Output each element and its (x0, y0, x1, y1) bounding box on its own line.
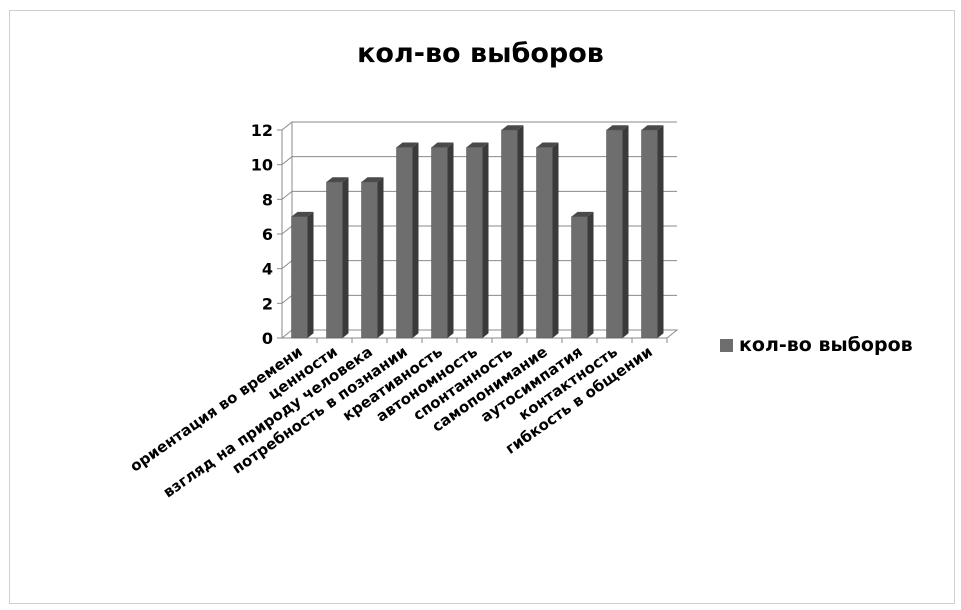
y-tick-label: 12 (251, 121, 273, 140)
bar-top (606, 125, 629, 130)
bar-side (412, 142, 419, 338)
legend: кол-во выборов (720, 334, 913, 356)
bar-side (587, 211, 594, 338)
bar-top (326, 177, 349, 182)
chart-title: кол-во выборов (357, 38, 604, 69)
bar-top (431, 142, 454, 148)
bar-top (641, 125, 664, 130)
bar-top (571, 211, 594, 217)
bar (536, 147, 553, 339)
bar-top (291, 211, 314, 217)
bar-top (466, 142, 489, 148)
bar (606, 129, 623, 339)
bar-side (447, 142, 454, 338)
bar (501, 129, 518, 339)
bar-top (361, 177, 384, 182)
bar-side (517, 125, 524, 338)
gridline (281, 121, 677, 131)
bar (431, 147, 448, 339)
bar (361, 181, 378, 339)
bar-top (536, 142, 559, 148)
bar-side (657, 125, 664, 338)
y-tick-label: 6 (262, 225, 273, 244)
bar (326, 181, 343, 339)
y-tick-label: 4 (262, 260, 273, 279)
bar (291, 216, 308, 339)
bar (641, 129, 658, 339)
bar (396, 147, 413, 339)
bar-side (622, 125, 629, 338)
legend-swatch (720, 338, 733, 352)
bar-side (342, 177, 349, 338)
bar-side (377, 177, 384, 338)
y-tick-label: 10 (251, 156, 273, 175)
bar-side (482, 142, 489, 338)
bar-side (307, 211, 314, 338)
bar-side (552, 142, 559, 338)
bar (571, 216, 588, 339)
bar (466, 147, 483, 339)
bar-top (501, 125, 524, 130)
y-tick-label: 0 (262, 329, 273, 348)
y-tick-label: 8 (262, 190, 273, 209)
legend-label: кол-во выборов (739, 334, 913, 356)
y-tick-label: 2 (262, 294, 273, 313)
bar-top (396, 142, 419, 148)
